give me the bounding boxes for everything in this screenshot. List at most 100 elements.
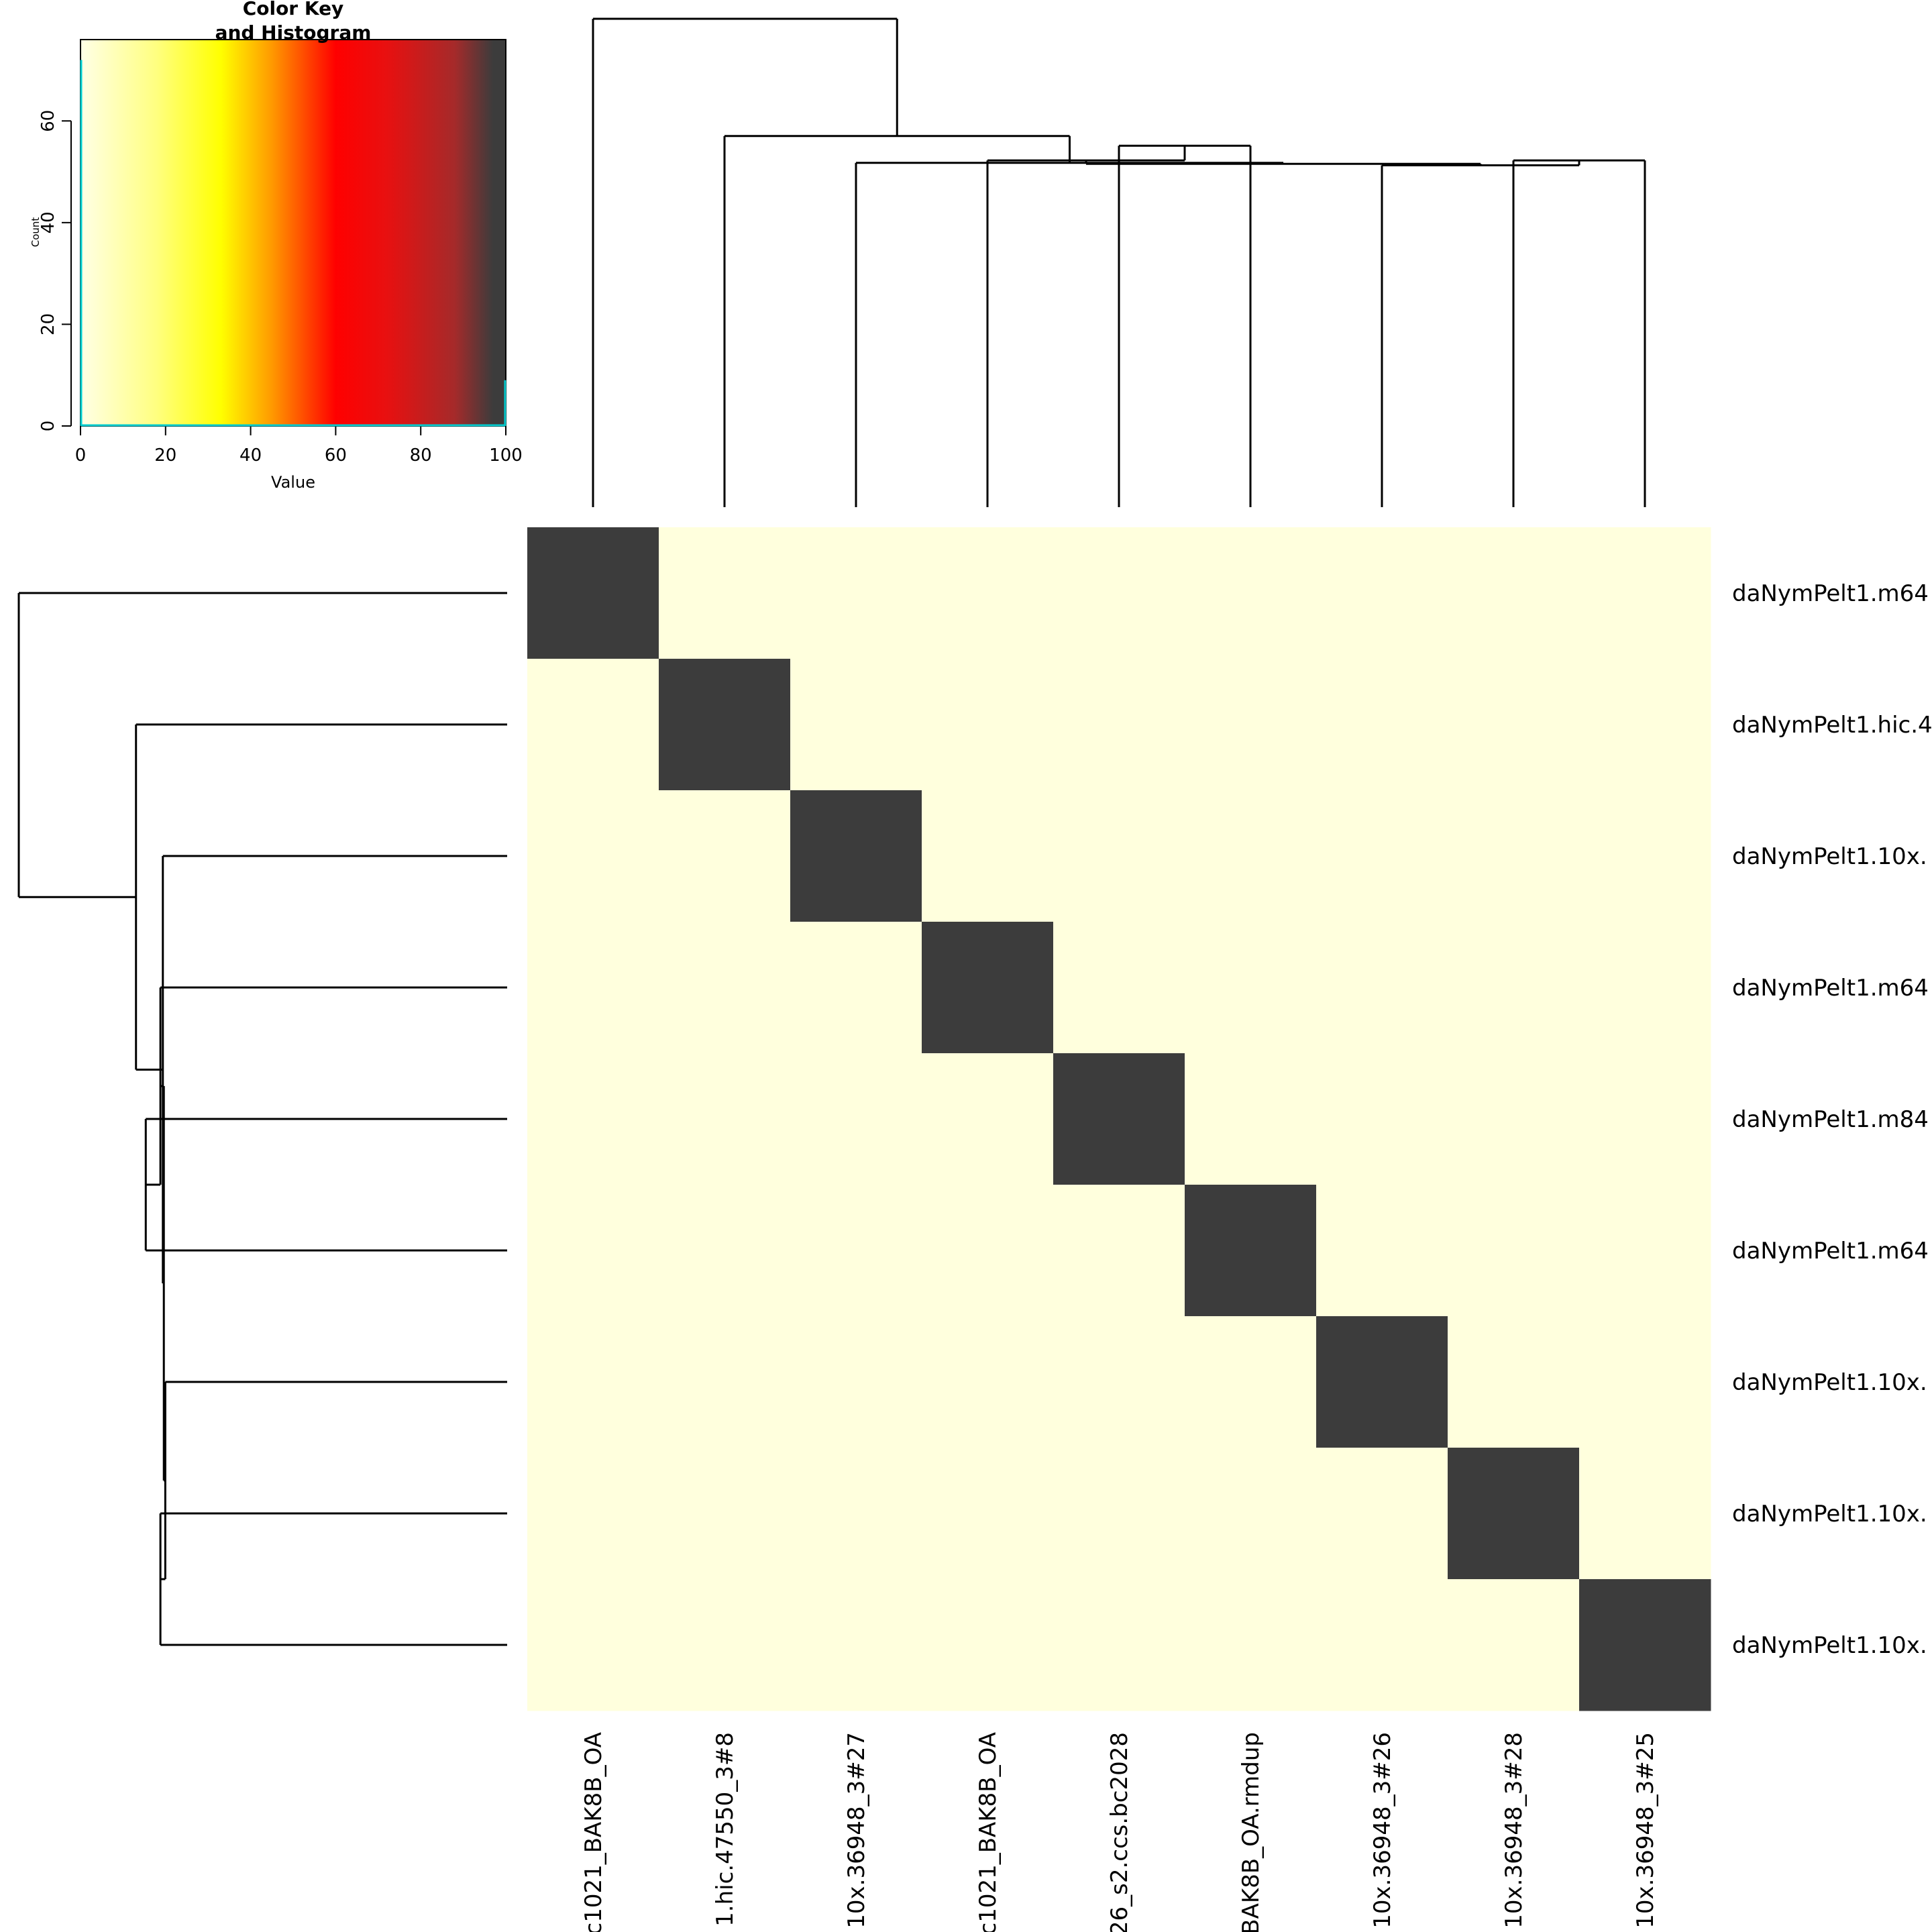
row-label-0: daNymPelt1.m64 (1732, 580, 1929, 607)
column-label-6: 10x.36948_3#26 (1369, 1732, 1396, 1929)
row-label-8: daNymPelt1.10x. (1732, 1632, 1927, 1659)
heatmap-cell-5-2 (790, 1185, 922, 1317)
heatmap-cell-8-0 (527, 1579, 659, 1711)
heatmap-cell-0-3 (922, 527, 1054, 659)
column-label-3: c1021_BAK8B_OA (975, 1732, 1002, 1932)
heatmap-cell-6-0 (527, 1316, 659, 1448)
heatmap-cell-0-1 (659, 527, 791, 659)
heatmap-cell-1-1 (659, 659, 791, 791)
row-labels: daNymPelt1.m64 daNymPelt1.hic.4 daNymPelt1… (1732, 580, 1932, 1659)
heatmap-cell-3-6 (1316, 922, 1448, 1054)
heatmap-cell-1-7 (1448, 659, 1580, 791)
heatmap-cell-1-4 (1053, 659, 1185, 791)
color-key-y-tick-label-0: 0 (38, 421, 58, 432)
heatmap-cell-2-6 (1316, 790, 1448, 922)
color-key-x-label: Value (271, 473, 315, 492)
heatmap-cell-4-4 (1053, 1053, 1185, 1185)
heatmap-cell-3-1 (659, 922, 791, 1054)
heatmap-cell-7-8 (1579, 1448, 1711, 1580)
heatmap-cell-0-0 (527, 527, 659, 659)
heatmap-cell-3-4 (1053, 922, 1185, 1054)
row-label-1: daNymPelt1.hic.4 (1732, 712, 1932, 739)
column-label-5: BAK8B_OA.rmdup (1238, 1732, 1265, 1932)
row-label-4: daNymPelt1.m84 (1732, 1106, 1929, 1133)
heatmap-cell-4-0 (527, 1053, 659, 1185)
heatmap-cell-4-5 (1185, 1053, 1317, 1185)
heatmap-cell-3-7 (1448, 922, 1580, 1054)
heatmap-cell-0-6 (1316, 527, 1448, 659)
heatmap-cell-1-5 (1185, 659, 1317, 791)
heatmap-cell-5-4 (1053, 1185, 1185, 1317)
color-key-x-tick-label-0: 0 (75, 445, 87, 466)
heatmap-cell-6-8 (1579, 1316, 1711, 1448)
heatmap-cell-8-3 (922, 1579, 1054, 1711)
color-key-x-tick-label-1: 20 (154, 445, 176, 466)
column-labels: c1021_BAK8B_OA 1.hic.47550_3#8 10x.36948_3… (580, 1732, 1659, 1932)
heatmap-cell-1-6 (1316, 659, 1448, 791)
row-label-3: daNymPelt1.m64 (1732, 975, 1929, 1002)
row-dendrogram (17, 592, 507, 1646)
heatmap-cell-6-5 (1185, 1316, 1317, 1448)
row-label-6: daNymPelt1.10x. (1732, 1369, 1927, 1396)
row-label-7: daNymPelt1.10x. (1732, 1501, 1927, 1527)
color-key-x-tick-label-2: 40 (239, 445, 262, 466)
color-key-y-label: Count (30, 217, 42, 248)
heatmap-cell-3-0 (527, 922, 659, 1054)
heatmap-cell-3-2 (790, 922, 922, 1054)
heatmap-cell-2-2 (790, 790, 922, 922)
heatmap-cell-0-7 (1448, 527, 1580, 659)
column-dendrogram (592, 17, 1646, 507)
column-label-0: c1021_BAK8B_OA (580, 1732, 607, 1932)
heatmap-cell-4-6 (1316, 1053, 1448, 1185)
row-label-2: daNymPelt1.10x. (1732, 843, 1927, 870)
column-label-7: 10x.36948_3#28 (1501, 1732, 1527, 1929)
heatmap-cell-2-1 (659, 790, 791, 922)
heatmap-cell-3-8 (1579, 922, 1711, 1054)
heatmap-cell-5-3 (922, 1185, 1054, 1317)
heatmap-cell-8-6 (1316, 1579, 1448, 1711)
heatmap-cell-2-5 (1185, 790, 1317, 922)
color-key-y-tick-label-1: 20 (38, 313, 58, 335)
heatmap-cell-4-7 (1448, 1053, 1580, 1185)
heatmap-cell-5-5 (1185, 1185, 1317, 1317)
heatmap-cell-0-4 (1053, 527, 1185, 659)
column-label-1: 1.hic.47550_3#8 (712, 1732, 739, 1927)
heatmap-cell-4-8 (1579, 1053, 1711, 1185)
heatmap-cell-6-4 (1053, 1316, 1185, 1448)
heatmap-cell-6-2 (790, 1316, 922, 1448)
color-key-x-tick-label-5: 100 (489, 445, 523, 466)
heatmap-cell-7-7 (1448, 1448, 1580, 1580)
heatmap-cell-7-3 (922, 1448, 1054, 1580)
heatmap-cell-6-3 (922, 1316, 1054, 1448)
heatmap-cell-2-7 (1448, 790, 1580, 922)
heatmap-cell-7-0 (527, 1448, 659, 1580)
color-key-x-tick-label-4: 80 (410, 445, 432, 466)
color-key-x-tick-label-3: 60 (325, 445, 347, 466)
heatmap-cell-5-0 (527, 1185, 659, 1317)
color-key-y-tick-label-2: 40 (38, 211, 58, 233)
heatmap-cell-5-6 (1316, 1185, 1448, 1317)
heatmap-cell-7-6 (1316, 1448, 1448, 1580)
heatmap-cell-5-8 (1579, 1185, 1711, 1317)
heatmap-cell-0-8 (1579, 527, 1711, 659)
heatmap-cell-0-5 (1185, 527, 1317, 659)
row-label-5: daNymPelt1.m64 (1732, 1238, 1929, 1265)
heatmap-cell-2-8 (1579, 790, 1711, 922)
color-key-title-line-2: and Histogram (215, 21, 372, 44)
heatmap-cell-2-3 (922, 790, 1054, 922)
heatmap-cell-7-4 (1053, 1448, 1185, 1580)
heatmap-cell-1-2 (790, 659, 922, 791)
heatmap-cell-1-3 (922, 659, 1054, 791)
column-label-4: 26_s2.ccs.bc2028 (1106, 1732, 1133, 1932)
color-key-title-line-1: Color Key (243, 0, 344, 19)
color-key-y-tick-label-3: 60 (38, 110, 58, 132)
heatmap-cell-8-1 (659, 1579, 791, 1711)
heatmap-cell-3-5 (1185, 922, 1317, 1054)
heatmap-cell-4-1 (659, 1053, 791, 1185)
column-label-8: 10x.36948_3#25 (1632, 1732, 1659, 1929)
heatmap-cell-7-1 (659, 1448, 791, 1580)
heatmap-cell-4-3 (922, 1053, 1054, 1185)
heatmap-cell-6-6 (1316, 1316, 1448, 1448)
heatmap-cell-8-4 (1053, 1579, 1185, 1711)
